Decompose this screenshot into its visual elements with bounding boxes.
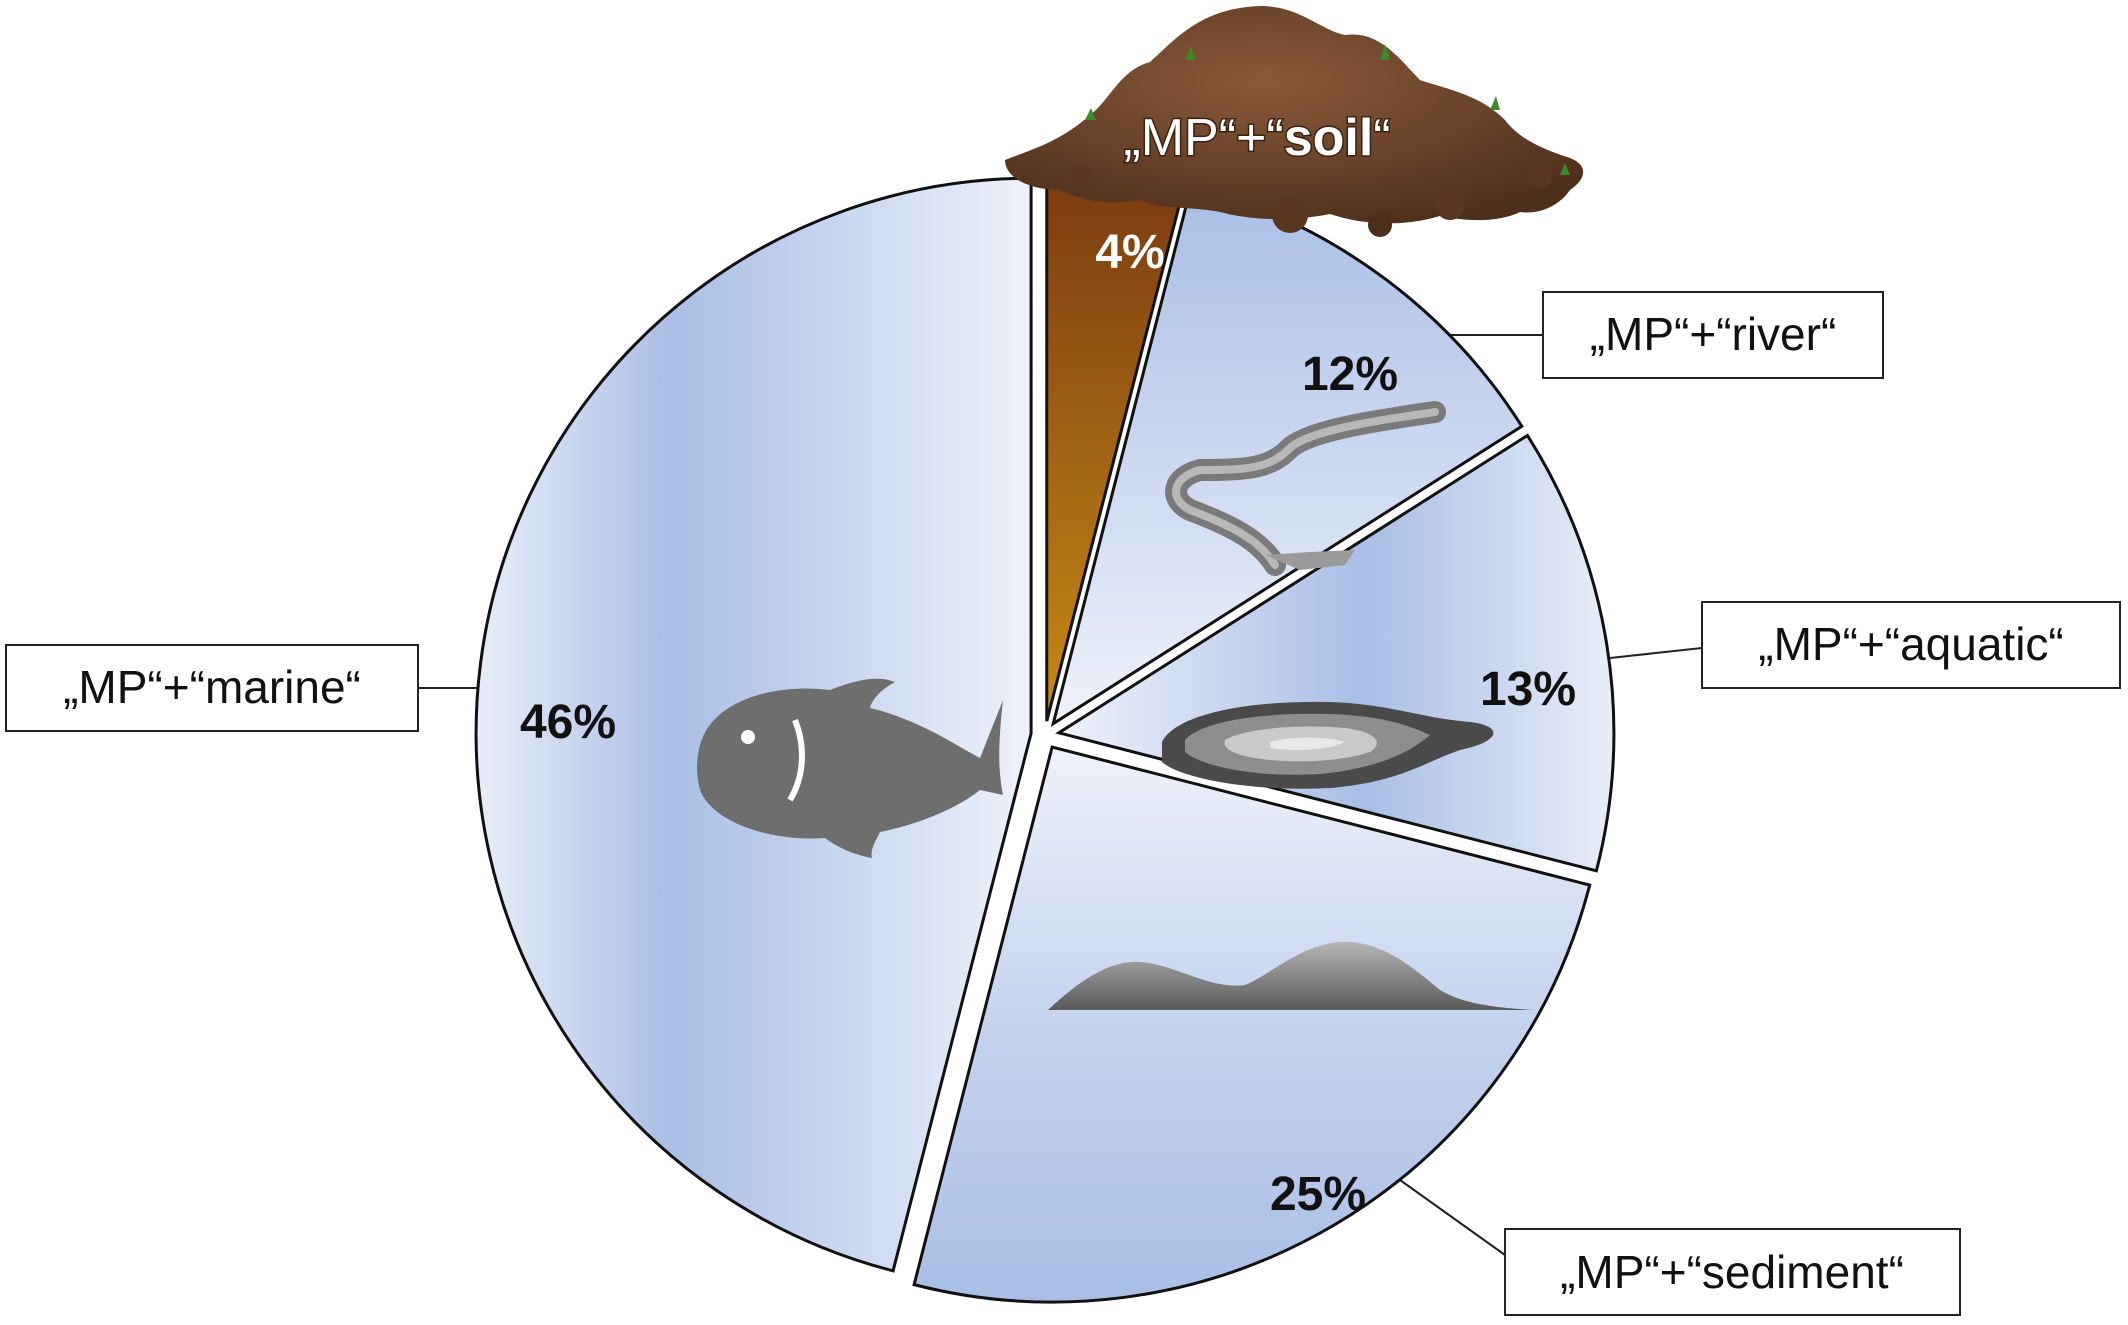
label-box-aquatic: „MP“+“aquatic“ bbox=[1701, 601, 2121, 689]
slice-value-soil: 4% bbox=[1095, 226, 1164, 279]
lake-icon bbox=[1162, 701, 1494, 789]
label-aquatic: „MP“+“aquatic“ bbox=[1758, 618, 2064, 670]
label-box-sediment: „MP“+“sediment“ bbox=[1504, 1228, 1961, 1316]
pie-slice-sediment bbox=[912, 745, 1592, 1304]
soil-pile-icon bbox=[1005, 6, 1584, 237]
slice-value-labels: 4% 12% 13% 25% 46% bbox=[520, 226, 1576, 1221]
label-box-river: „MP“+“river“ bbox=[1542, 291, 1884, 379]
slice-value-river: 12% bbox=[1302, 348, 1398, 401]
label-marine: „MP“+“marine“ bbox=[63, 661, 361, 713]
leader-line-aquatic bbox=[1609, 647, 1703, 659]
label-sediment: „MP“+“sediment“ bbox=[1560, 1246, 1904, 1298]
label-box-marine: „MP“+“marine“ bbox=[5, 644, 419, 732]
slice-icons bbox=[697, 6, 1584, 1010]
river-icon bbox=[1165, 401, 1446, 576]
leader-lines bbox=[415, 334, 1703, 1256]
slice-value-aquatic: 13% bbox=[1480, 663, 1576, 716]
label-river: „MP“+“river“ bbox=[1590, 308, 1837, 360]
label-soil: „MP“+“soil“ bbox=[1123, 109, 1390, 167]
sediment-dunes-icon bbox=[1048, 941, 1535, 1010]
slice-value-sediment: 25% bbox=[1270, 1168, 1366, 1221]
fish-icon bbox=[697, 678, 1003, 858]
slice-value-marine: 46% bbox=[520, 696, 616, 749]
leader-line-sediment bbox=[1399, 1179, 1506, 1256]
slice-category-labels: „MP“+“soil“ „MP“+“river“ „MP“+“aquatic“ … bbox=[5, 108, 2121, 1316]
